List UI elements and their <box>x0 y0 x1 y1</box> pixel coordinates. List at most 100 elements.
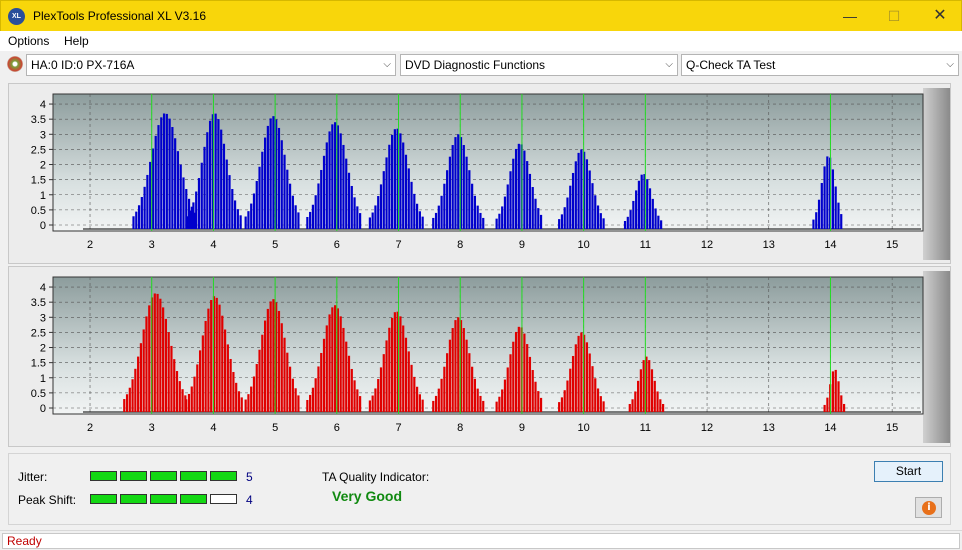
jitter-bar <box>479 395 482 412</box>
jitter-bar <box>631 399 634 412</box>
x-tick-label: 9 <box>519 239 525 251</box>
jitter-bar <box>286 169 289 229</box>
jitter-bar <box>837 381 840 412</box>
disc-drive-icon <box>7 56 23 72</box>
jitter-bar <box>410 364 413 412</box>
start-button[interactable]: Start <box>874 461 943 482</box>
jitter-bar <box>185 189 188 229</box>
jitter-bar <box>440 195 443 229</box>
jitter-bar <box>645 356 648 412</box>
function-select[interactable]: DVD Diagnostic Functions ⌵ <box>400 54 678 76</box>
jitter-bar <box>651 198 654 229</box>
jitter-bar <box>826 156 829 229</box>
jitter-bar <box>585 342 589 412</box>
jitter-bar <box>322 155 326 229</box>
jitter-bar <box>498 213 501 229</box>
jitter-bar <box>457 134 460 229</box>
jitter-bar <box>660 220 663 229</box>
jitter-bar <box>189 210 192 229</box>
jitter-bar <box>250 386 253 412</box>
jitter-bar <box>503 379 507 412</box>
maximize-button[interactable]: ☐ <box>887 8 901 24</box>
jitter-bar <box>294 388 297 412</box>
jitter-bar <box>201 335 204 412</box>
title-bar: XL PlexTools Professional XL V3.16 — ☐ ✕ <box>0 0 962 31</box>
jitter-bar <box>451 145 454 229</box>
jitter-bar <box>410 181 413 229</box>
menu-options[interactable]: Options <box>8 34 50 48</box>
jitter-bar <box>634 391 637 412</box>
jitter-bar <box>566 380 569 412</box>
x-tick-label: 2 <box>87 239 93 251</box>
x-tick-label: 8 <box>457 239 463 251</box>
minimize-button[interactable]: — <box>843 8 857 24</box>
meter-segment <box>150 494 177 504</box>
jitter-bar <box>558 219 561 229</box>
menu-help[interactable]: Help <box>64 34 89 48</box>
jitter-bar <box>137 205 141 229</box>
jitter-bar <box>509 171 512 229</box>
meter-segment <box>90 471 117 481</box>
x-tick-label: 7 <box>395 239 401 251</box>
jitter-bar <box>173 359 176 412</box>
jitter-bar <box>591 183 594 229</box>
close-button[interactable]: ✕ <box>933 7 947 24</box>
x-tick-label: 3 <box>149 239 155 251</box>
jitter-bar <box>167 332 170 412</box>
jitter-bar <box>434 395 438 412</box>
jitter-bar <box>339 133 342 229</box>
x-tick-label: 12 <box>701 239 713 251</box>
jitter-bar <box>286 352 289 412</box>
jitter-bar <box>309 394 312 412</box>
jitter-bar <box>272 116 275 229</box>
drive-select[interactable]: HA:0 ID:0 PX-716A ⌵ <box>26 54 396 76</box>
jitter-bar <box>174 138 177 229</box>
jitter-bar <box>371 395 374 412</box>
y-tick-label: 2.5 <box>31 327 46 339</box>
jitter-bar <box>187 198 191 229</box>
jitter-bar <box>531 187 534 229</box>
jitter-bar <box>602 218 605 229</box>
jitter-bar <box>359 213 362 229</box>
jitter-bar <box>132 216 135 229</box>
jitter-value: 5 <box>246 470 253 484</box>
jitter-bar <box>156 293 159 412</box>
jitter-bar <box>255 364 258 412</box>
chevron-down-icon: ⌵ <box>665 59 673 70</box>
jitter-bar <box>642 360 645 412</box>
jitter-bar <box>160 117 163 229</box>
jitter-bar <box>571 355 575 412</box>
jitter-bar <box>482 217 485 229</box>
x-tick-label: 10 <box>578 239 590 251</box>
jitter-bar <box>523 150 526 229</box>
jitter-bar <box>476 388 479 412</box>
jitter-bar <box>328 131 331 229</box>
y-tick-label: 4 <box>40 99 46 111</box>
test-select[interactable]: Q-Check TA Test ⌵ <box>681 54 959 76</box>
info-button[interactable]: i <box>915 497 942 518</box>
jitter-bar <box>215 297 218 412</box>
jitter-bar <box>342 327 345 412</box>
jitter-bar <box>244 216 247 229</box>
jitter-bar <box>347 172 351 229</box>
jitter-bar <box>585 159 589 229</box>
jitter-bar <box>662 403 665 412</box>
jitter-bar <box>135 211 138 229</box>
jitter-bar <box>446 170 449 229</box>
x-tick-label: 3 <box>149 422 155 434</box>
jitter-bar <box>823 404 826 412</box>
jitter-bar <box>594 378 597 412</box>
jitter-bar <box>220 129 223 229</box>
jitter-bar <box>402 325 405 412</box>
jitter-bar <box>517 326 520 412</box>
jitter-bar <box>648 360 651 412</box>
jitter-bar <box>143 186 146 229</box>
jitter-bar <box>637 180 641 229</box>
jitter-bar <box>448 339 452 412</box>
y-tick-label: 0 <box>40 403 46 415</box>
jitter-bar <box>653 380 656 412</box>
jitter-bar <box>596 388 600 412</box>
jitter-bar <box>277 310 281 412</box>
jitter-bar <box>347 355 351 412</box>
jitter-bar <box>203 146 206 229</box>
